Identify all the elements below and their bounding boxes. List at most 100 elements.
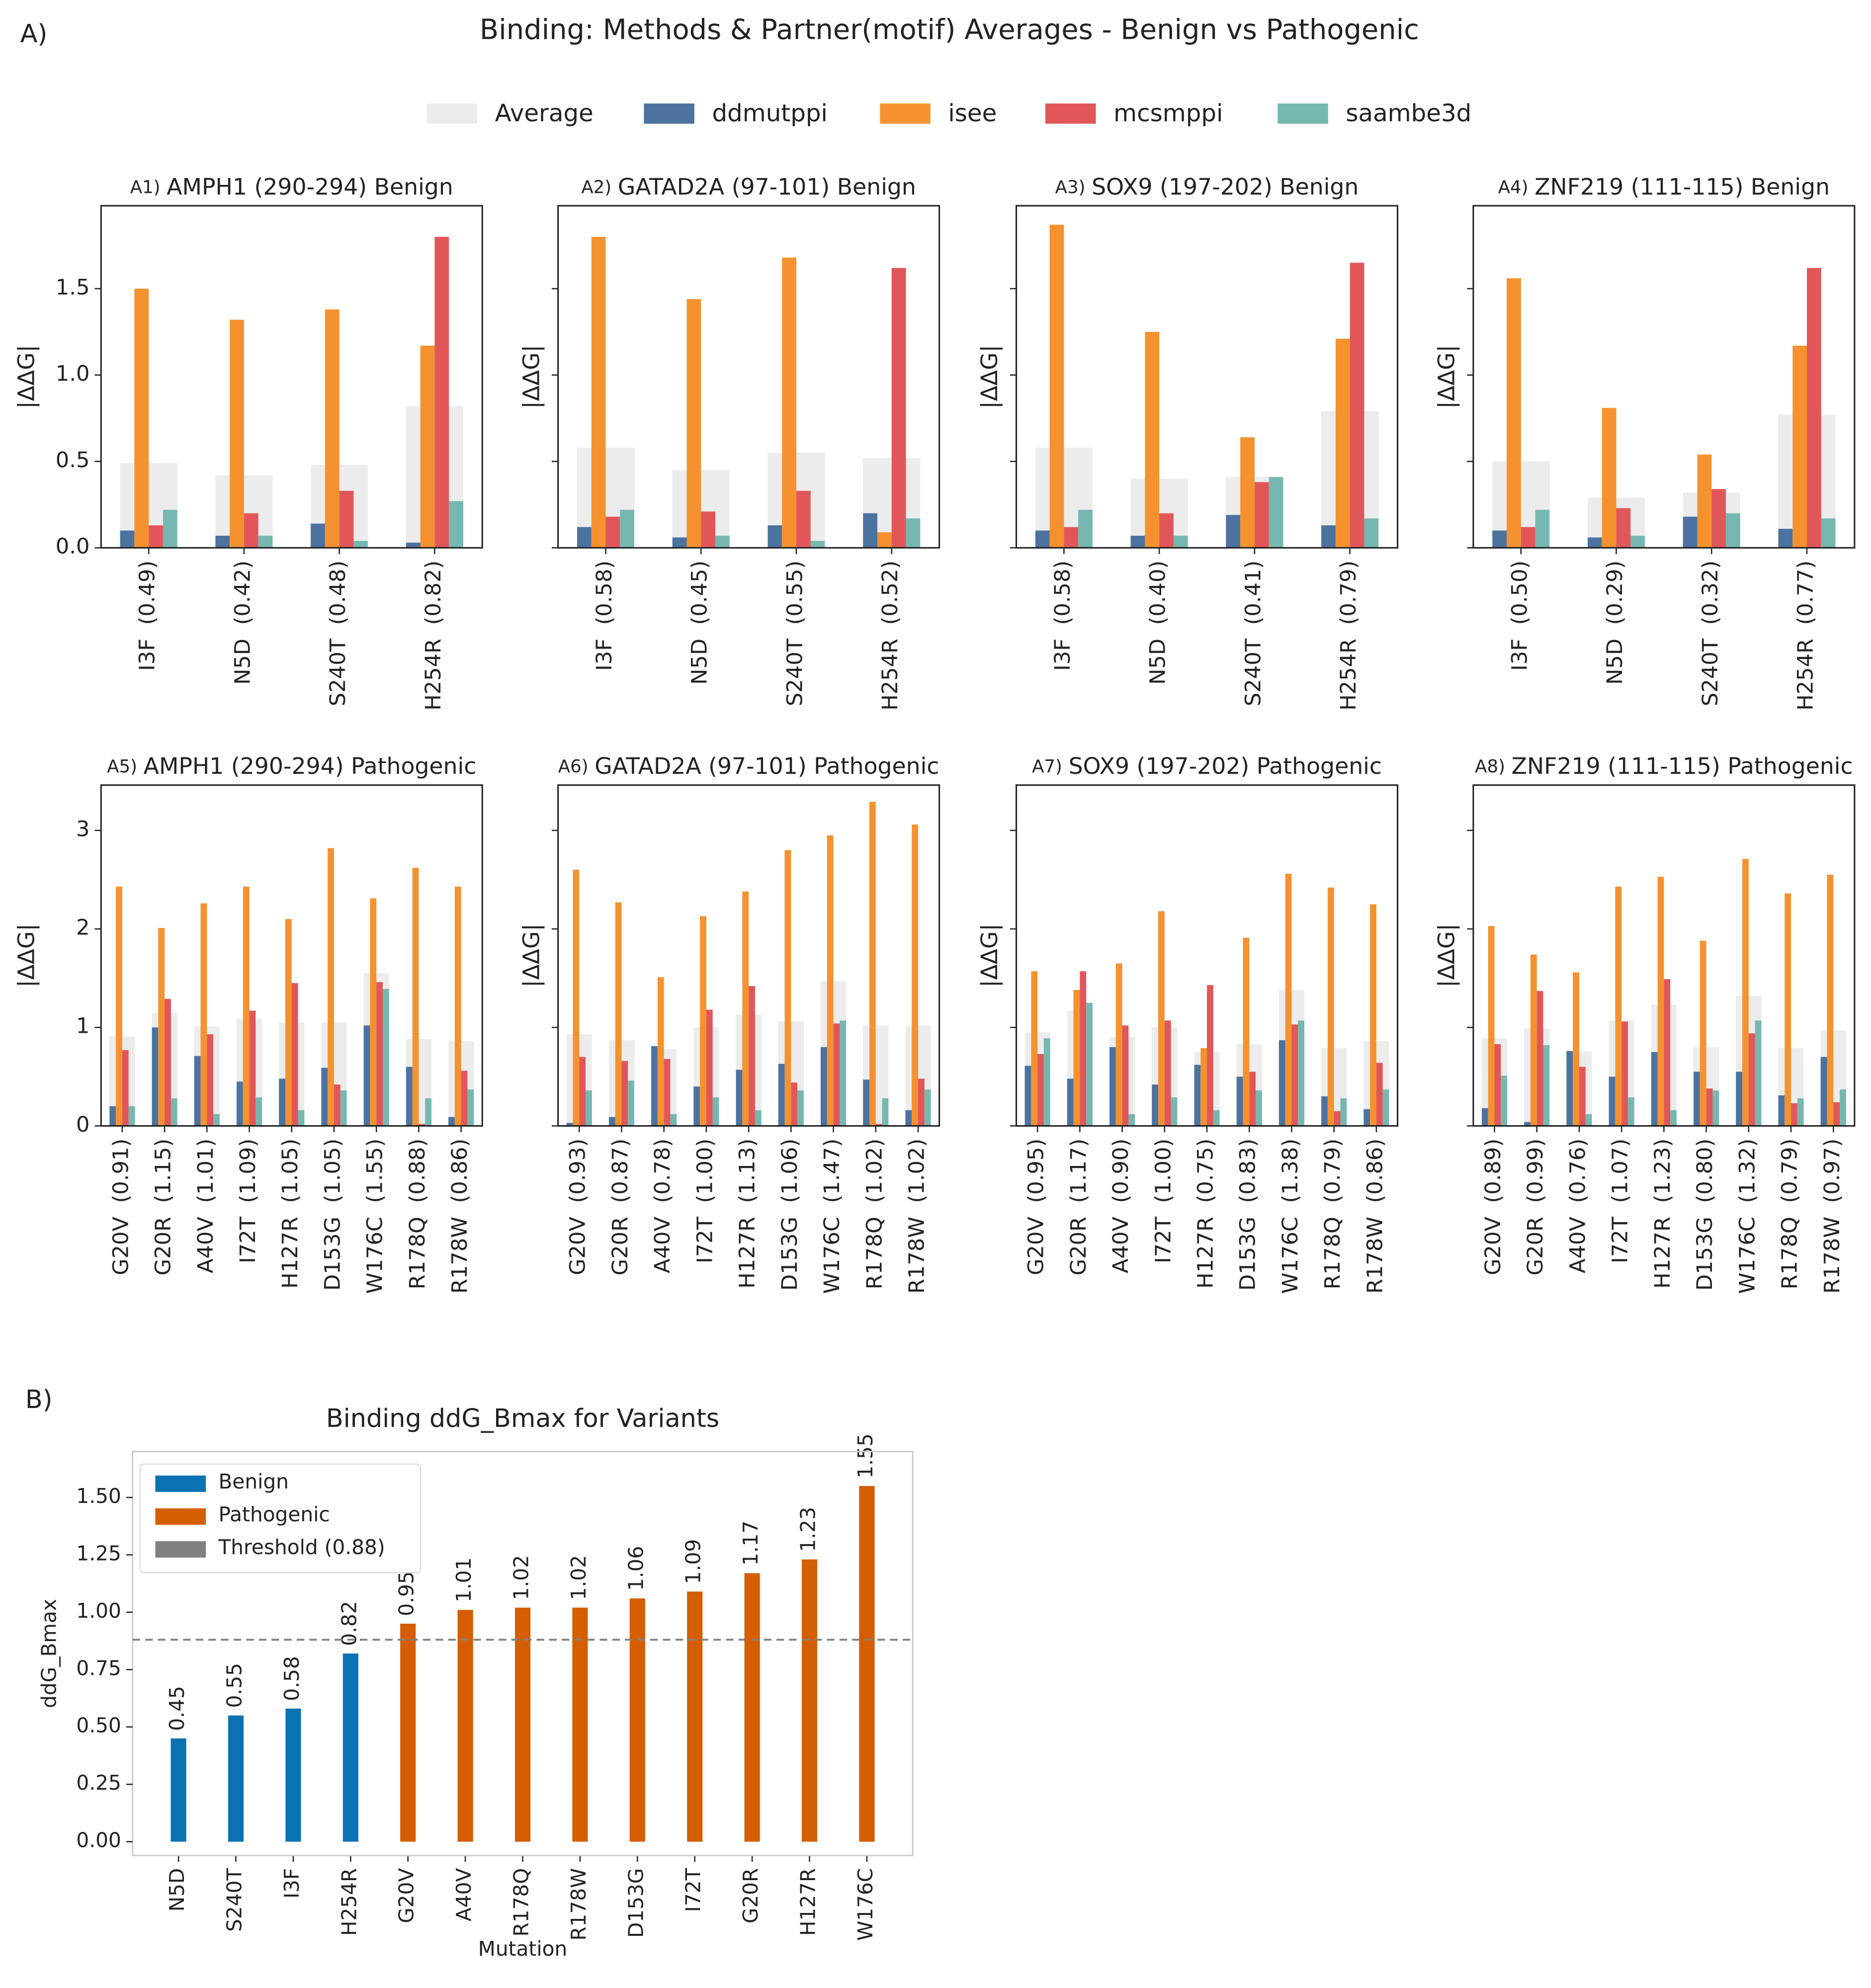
x-tick-label: G20V (0.93) <box>566 1139 591 1275</box>
y-axis-label: ddG_Bmax <box>37 1599 61 1708</box>
bar <box>782 257 796 548</box>
bar <box>1078 509 1093 548</box>
bar <box>420 345 435 548</box>
x-tick-label: A40V (0.76) <box>1565 1139 1590 1273</box>
bar <box>1602 408 1616 548</box>
bar <box>328 848 334 1126</box>
bar <box>566 1123 573 1126</box>
legend-swatch <box>155 1541 206 1558</box>
legend-label: Benign <box>218 1470 288 1493</box>
bar <box>1670 1110 1677 1126</box>
y-axis-label: |ΔΔG| <box>1434 923 1460 988</box>
bar <box>891 268 906 548</box>
x-tick-label: A40V (1.01) <box>193 1139 218 1273</box>
bar <box>687 1591 703 1842</box>
x-tick-label: W176C <box>853 1868 877 1941</box>
bar <box>579 1057 586 1126</box>
bar <box>1797 1098 1804 1126</box>
bar <box>1778 1095 1785 1126</box>
bar <box>1291 1024 1298 1126</box>
bar <box>924 1089 931 1126</box>
bar <box>1382 1089 1389 1126</box>
bar <box>1535 509 1550 548</box>
bar <box>467 1089 474 1126</box>
bar <box>615 902 622 1126</box>
bar <box>1694 1072 1700 1126</box>
x-tick-label: R178Q (0.88) <box>405 1139 430 1290</box>
bar <box>1706 1088 1713 1126</box>
x-tick-label: R178W (0.97) <box>1820 1139 1845 1294</box>
bar <box>298 1110 305 1126</box>
x-tick-label: R178Q (0.79) <box>1320 1139 1345 1290</box>
bar <box>1350 262 1364 548</box>
bar <box>116 886 122 1126</box>
bar <box>651 1046 658 1126</box>
legend-swatch <box>1277 103 1328 124</box>
bar <box>918 1078 925 1126</box>
bar <box>340 1090 347 1126</box>
bar <box>1791 1103 1797 1126</box>
x-tick-label: H127R <box>796 1868 820 1936</box>
bar <box>1086 1002 1093 1126</box>
x-tick-label: S240T <box>222 1868 246 1932</box>
bar <box>258 535 273 548</box>
bar <box>170 1098 177 1126</box>
x-tick-label: I72T (1.07) <box>1608 1139 1633 1263</box>
bar <box>1327 887 1334 1126</box>
legend-label: Threshold (0.88) <box>218 1535 385 1559</box>
chart-title: Binding ddG_Bmax for Variants <box>326 1404 719 1433</box>
bar <box>1152 1084 1159 1126</box>
bar <box>279 1078 285 1126</box>
legend-label: mcsmppi <box>1113 99 1223 127</box>
bar <box>1226 515 1241 548</box>
bar <box>693 1086 700 1126</box>
bar <box>412 868 419 1126</box>
x-tick-label: W176C (1.47) <box>820 1139 845 1294</box>
y-axis-label: |ΔΔG| <box>518 345 545 409</box>
bar <box>1785 893 1791 1126</box>
bar <box>134 288 149 548</box>
x-tick-label: G20R <box>739 1868 763 1923</box>
x-tick-label: A40V (0.78) <box>650 1139 675 1273</box>
x-tick-label: H127R (1.23) <box>1650 1139 1675 1289</box>
bar <box>1335 338 1350 548</box>
x-tick-label: I72T (1.00) <box>692 1139 717 1263</box>
panel-label: A) <box>20 19 48 48</box>
bar <box>449 501 463 548</box>
bar <box>1043 1038 1050 1126</box>
bar <box>370 898 377 1126</box>
y-axis-label: |ΔΔG| <box>13 923 40 988</box>
x-tick-label: H254R (0.82) <box>421 561 446 711</box>
y-tick-label: 3 <box>76 817 89 841</box>
x-tick-label: G20V (0.95) <box>1024 1139 1049 1275</box>
x-tick-label: I3F (0.49) <box>135 561 160 671</box>
bar <box>755 1110 762 1126</box>
x-tick-label: S240T (0.41) <box>1241 561 1266 706</box>
bar <box>1207 985 1213 1126</box>
value-label: 0.95 <box>395 1571 419 1616</box>
bar <box>620 509 635 548</box>
bar <box>230 320 244 548</box>
bar <box>670 1114 677 1126</box>
bar <box>672 537 687 548</box>
legend-swatch <box>155 1475 206 1492</box>
bar <box>1364 518 1379 548</box>
bar <box>1200 1048 1207 1126</box>
y-tick-label: 0.5 <box>56 448 90 473</box>
subplot-title: A1) AMPH1 (290-294) Benign <box>130 173 453 200</box>
bar <box>1269 477 1283 548</box>
value-label: 0.45 <box>165 1686 189 1731</box>
bar <box>840 1020 847 1126</box>
bar <box>791 1082 798 1126</box>
title-text: AMPH1 (290-294) Benign <box>167 173 453 200</box>
bar <box>1035 530 1050 548</box>
value-label: 0.58 <box>280 1656 304 1701</box>
value-label: 1.02 <box>567 1555 591 1600</box>
bar <box>406 1067 413 1126</box>
y-tick-label: 0.0 <box>56 534 90 559</box>
bar <box>629 1598 645 1842</box>
x-tick-label: D153G (1.06) <box>777 1139 802 1291</box>
x-tick-label: I3F (0.58) <box>592 561 617 671</box>
x-tick-label: G20R (1.15) <box>151 1139 176 1276</box>
bar <box>1171 1097 1178 1126</box>
